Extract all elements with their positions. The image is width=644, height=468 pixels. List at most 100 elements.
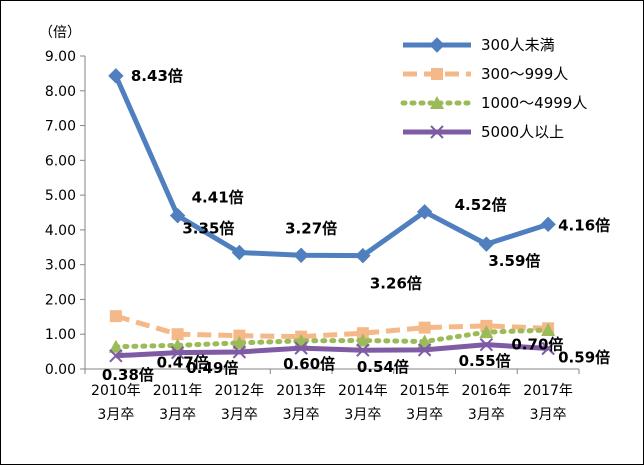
x-marker-stroke [479, 337, 494, 352]
series-line [115, 313, 549, 340]
legend: 300人未満 300～999人 1000～4999人 5000人以上 [400, 36, 587, 141]
data-point [233, 329, 246, 342]
x-marker-stroke [541, 341, 555, 356]
data-point [293, 247, 309, 263]
data-label: 4.16倍 [558, 216, 610, 234]
series-4 [109, 337, 555, 363]
x-marker-stroke [232, 345, 247, 359]
data-point [479, 337, 494, 352]
data-point [356, 343, 370, 357]
data-label: 0.38倍 [102, 366, 154, 384]
data-point [416, 204, 433, 220]
data-point [417, 343, 432, 357]
axes: （倍） 0.00 1.00 2.00 3.00 4.00 5.00 6.00 7.00 8.00 9… [39, 25, 580, 423]
legend-label: 300～999人 [481, 65, 568, 83]
data-point [232, 335, 247, 349]
legend-label: 300人未満 [481, 36, 555, 54]
legend-label: 1000～4999人 [481, 94, 587, 112]
legend-marker [431, 68, 443, 80]
y-axis-label: （倍） [39, 25, 81, 41]
legend-marker [429, 37, 445, 53]
data-label: 3.59倍 [488, 252, 540, 270]
x-marker-stroke [170, 345, 185, 360]
y-tick-label: 6.00 [45, 153, 76, 169]
x-tick-label: 2010年 [91, 383, 141, 399]
data-label: 4.52倍 [455, 196, 507, 214]
data-point [540, 216, 556, 233]
x-marker-stroke [417, 343, 432, 357]
x-tick-label: 2013年 [276, 383, 326, 399]
y-tick-label: 7.00 [45, 119, 76, 135]
series-layer [108, 68, 556, 363]
data-point [355, 247, 371, 264]
legend-entry: 300～999人 [403, 65, 568, 83]
x-marker-stroke [294, 341, 308, 355]
data-point [541, 323, 556, 337]
x-tick-label-sub: 3月卒 [159, 407, 196, 423]
x-tick-label-sub: 3月卒 [468, 407, 505, 423]
data-label: 0.60倍 [283, 355, 335, 373]
data-point [478, 236, 495, 252]
data-label: 0.59倍 [558, 348, 610, 366]
y-tick-label: 3.00 [45, 258, 76, 274]
x-tick-label: 2012年 [215, 383, 265, 399]
legend-marker [430, 96, 444, 109]
series-line [113, 327, 551, 350]
data-label: 8.43倍 [131, 67, 183, 85]
legend-entry: 5000人以上 [403, 123, 564, 141]
x-tick-label: 2017年 [523, 383, 573, 399]
data-point [109, 310, 122, 323]
data-point [355, 333, 370, 347]
data-label: 0.55倍 [459, 352, 511, 370]
x-tick-label: 2014年 [338, 383, 388, 399]
y-tick-label: 1.00 [45, 327, 76, 343]
y-tick-label: 2.00 [45, 292, 76, 308]
data-label: 3.27倍 [285, 219, 337, 237]
data-point [231, 244, 248, 261]
data-point [170, 345, 185, 360]
y-tick-label: 5.00 [45, 188, 76, 204]
data-label: 3.26倍 [370, 275, 422, 293]
data-label: 0.54倍 [357, 358, 409, 376]
data-point [171, 328, 184, 341]
x-tick-label: 2015年 [400, 383, 450, 399]
x-tick-label-sub: 3月卒 [97, 407, 134, 423]
data-point [541, 341, 555, 356]
y-tick-label: 0.00 [45, 362, 76, 378]
x-tick-label: 2016年 [462, 383, 512, 399]
data-label: 3.35倍 [182, 219, 234, 237]
data-point [418, 321, 431, 334]
x-marker-stroke [356, 343, 370, 357]
legend-marker [430, 125, 444, 139]
data-label: 0.49倍 [186, 359, 238, 377]
data-point [108, 339, 123, 353]
data-label: 4.41倍 [192, 189, 244, 207]
legend-entry: 300人未満 [403, 36, 555, 54]
series-3 [108, 323, 556, 353]
series-line [115, 342, 549, 359]
y-tick-label: 9.00 [45, 49, 76, 65]
x-tick-label-sub: 3月卒 [530, 407, 567, 423]
series-2 [109, 310, 555, 343]
data-labels: 8.43倍 4.41倍 3.35倍 3.27倍 3.26倍 4.52倍 3.59倍 4.16倍… [102, 67, 610, 384]
x-marker-stroke [430, 125, 444, 139]
x-tick-label: 2011年 [153, 383, 203, 399]
data-point [479, 325, 494, 339]
series-line [113, 74, 549, 259]
legend-entry: 1000～4999人 [400, 94, 587, 112]
x-tick-label-sub: 3月卒 [344, 407, 381, 423]
y-tick-label: 4.00 [45, 223, 76, 239]
data-point [417, 334, 432, 348]
data-point [108, 68, 124, 84]
data-point [294, 341, 308, 355]
data-point [356, 327, 369, 340]
data-label: 0.47倍 [157, 354, 209, 372]
legend-label: 5000人以上 [481, 123, 564, 141]
data-point [169, 207, 186, 224]
data-point [109, 349, 123, 363]
x-tick-label-sub: 3月卒 [283, 407, 320, 423]
data-label: 0.70倍 [511, 336, 563, 354]
data-point [232, 345, 247, 359]
